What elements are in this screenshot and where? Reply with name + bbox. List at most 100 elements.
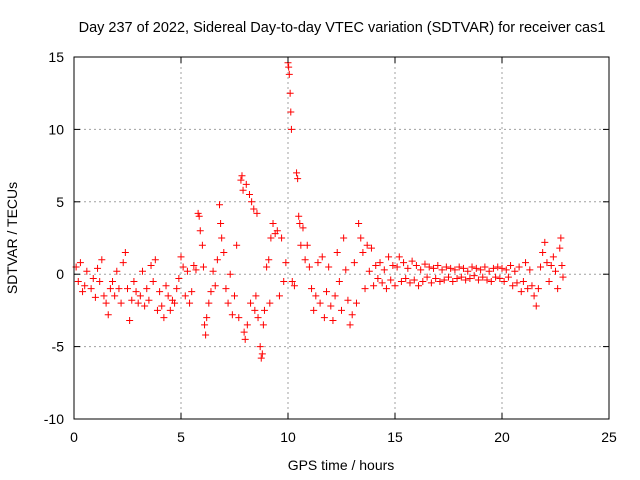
data-point (447, 264, 455, 272)
data-point (502, 266, 510, 274)
data-point (136, 292, 144, 300)
data-point (397, 277, 405, 285)
data-point (522, 259, 530, 267)
data-point (205, 299, 213, 307)
data-point (513, 279, 521, 287)
data-point (267, 234, 275, 242)
data-point (331, 292, 339, 300)
data-point (477, 266, 485, 274)
data-point (209, 267, 217, 275)
data-point (257, 354, 265, 362)
data-point (357, 234, 365, 242)
data-point (111, 292, 119, 300)
y-tick-label: 10 (48, 121, 64, 137)
data-point (282, 259, 290, 267)
data-point (504, 273, 512, 281)
axis-ticks: 0 5 10 15 20 25 -10 -5 0 5 10 15 (44, 49, 617, 445)
data-point (549, 253, 557, 261)
data-point (312, 292, 320, 300)
data-point (468, 263, 476, 271)
data-point (128, 296, 136, 304)
data-point (138, 267, 146, 275)
data-point (285, 70, 293, 78)
data-point (338, 306, 345, 314)
data-point (287, 108, 295, 116)
data-point (459, 264, 467, 272)
data-point (380, 266, 388, 274)
data-point (245, 191, 253, 199)
data-point (479, 273, 487, 281)
data-point (290, 282, 298, 290)
data-point (266, 299, 274, 307)
data-point (102, 299, 110, 307)
data-point (196, 227, 204, 235)
data-point (509, 282, 517, 290)
data-point (287, 125, 295, 133)
data-point (177, 253, 185, 261)
data-point (539, 248, 547, 256)
data-point (278, 234, 286, 242)
data-point (98, 256, 106, 264)
data-point (361, 285, 369, 293)
data-point (442, 263, 450, 271)
data-point (275, 292, 283, 300)
data-point (280, 277, 288, 285)
data-point (327, 302, 335, 310)
data-point (532, 302, 540, 310)
data-point (389, 262, 397, 270)
data-point (256, 343, 264, 351)
data-point (166, 306, 174, 314)
data-point (179, 263, 187, 271)
x-tick-label: 25 (601, 429, 617, 445)
data-point (141, 302, 149, 310)
data-point (528, 282, 536, 290)
data-point (494, 263, 502, 271)
data-point (233, 241, 241, 249)
data-point (295, 212, 303, 220)
data-point (470, 272, 478, 280)
data-point (252, 292, 260, 300)
data-point (259, 321, 267, 329)
data-point (408, 257, 416, 265)
data-point (83, 267, 91, 275)
data-point (240, 328, 248, 336)
data-point (305, 263, 313, 271)
data-point (385, 253, 393, 261)
data-point (348, 311, 356, 319)
data-point (558, 262, 566, 270)
data-point (417, 266, 425, 274)
data-point (241, 335, 249, 343)
data-point (391, 282, 399, 290)
data-point (224, 299, 232, 307)
data-point (346, 321, 354, 329)
data-point (115, 285, 123, 293)
y-tick-label: 5 (56, 194, 64, 210)
y-tick-label: -5 (52, 339, 65, 355)
data-point (217, 220, 225, 228)
data-point (242, 180, 250, 188)
data-point (231, 292, 238, 300)
data-point (89, 275, 97, 283)
data-point (186, 299, 194, 307)
data-point (188, 288, 196, 296)
data-point (457, 273, 465, 281)
data-point (365, 267, 373, 275)
data-point (211, 282, 219, 290)
data-point (487, 277, 495, 285)
data-point (243, 321, 251, 329)
data-point (466, 275, 474, 283)
data-point (464, 267, 472, 275)
y-tick-label: 15 (48, 49, 64, 65)
data-point (462, 276, 470, 284)
data-point (359, 248, 367, 256)
data-points (72, 59, 567, 362)
data-point (402, 275, 410, 283)
data-point (132, 288, 140, 296)
data-point (485, 267, 493, 275)
plot-frame (73, 56, 610, 420)
data-point (423, 273, 431, 281)
data-point (395, 253, 403, 261)
data-point (519, 277, 527, 285)
data-point (203, 314, 211, 322)
